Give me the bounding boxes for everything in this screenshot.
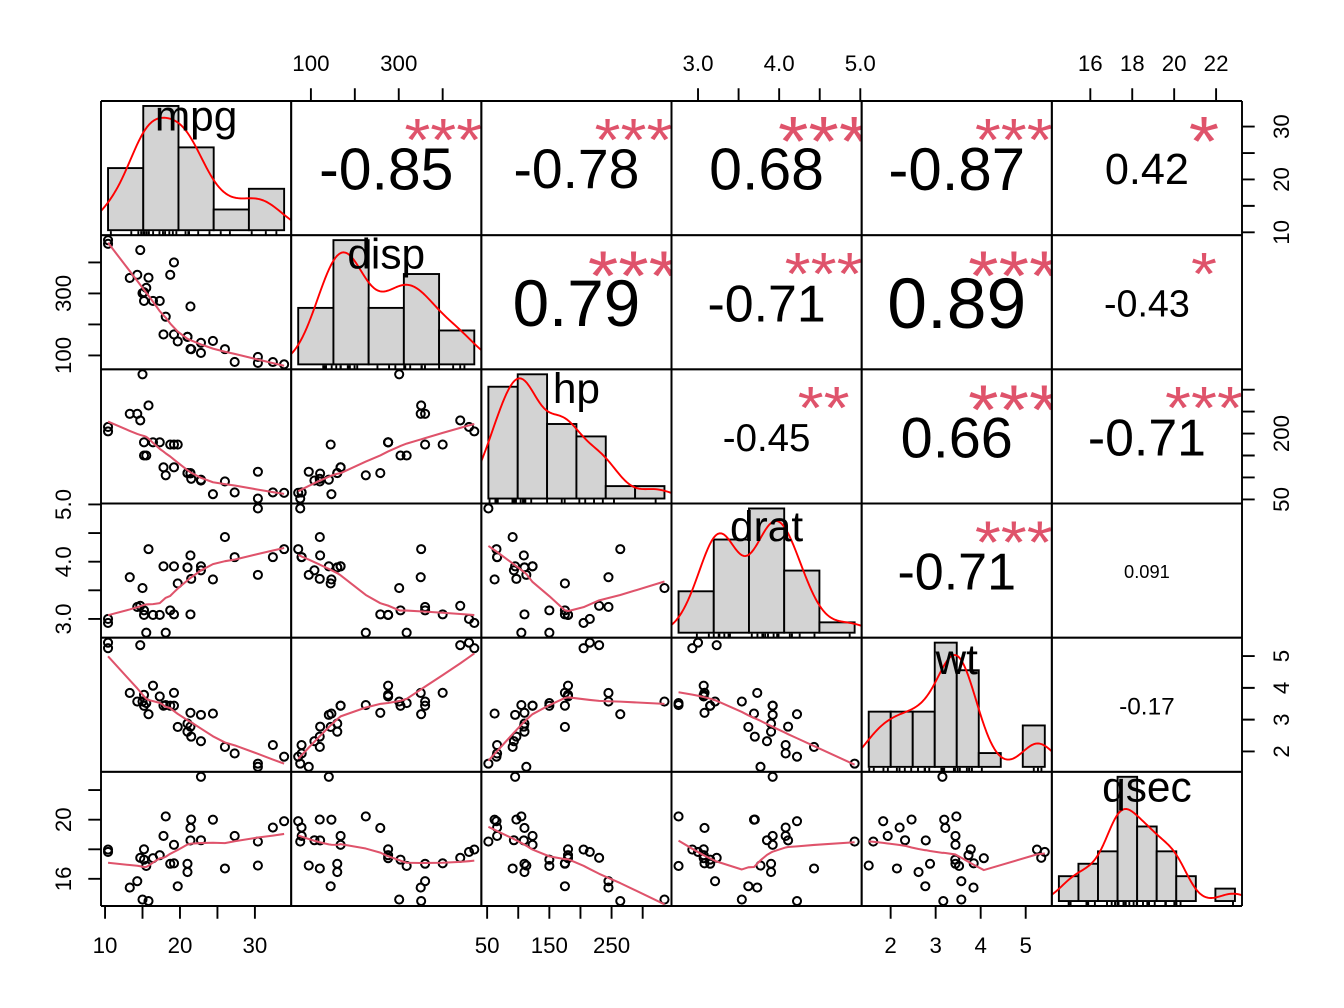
svg-text:100: 100: [292, 51, 329, 76]
svg-text:2: 2: [1269, 745, 1294, 757]
svg-text:-0.71: -0.71: [898, 544, 1017, 602]
svg-text:22: 22: [1204, 51, 1229, 76]
svg-text:-0.43: -0.43: [1104, 282, 1190, 324]
svg-text:***: ***: [785, 240, 863, 307]
svg-text:0.091: 0.091: [1124, 561, 1170, 582]
svg-text:250: 250: [593, 933, 630, 958]
svg-text:*: *: [1189, 102, 1219, 181]
svg-text:3: 3: [1269, 713, 1294, 725]
svg-text:5.0: 5.0: [845, 51, 876, 76]
svg-text:3: 3: [929, 933, 941, 958]
svg-text:5: 5: [1269, 650, 1294, 662]
svg-text:-0.78: -0.78: [513, 138, 639, 200]
svg-text:***: ***: [975, 106, 1053, 173]
svg-text:***: ***: [404, 106, 482, 173]
svg-text:***: ***: [1165, 375, 1243, 442]
svg-text:300: 300: [51, 275, 76, 312]
svg-text:-0.45: -0.45: [723, 417, 811, 460]
svg-text:16: 16: [51, 866, 76, 891]
svg-text:18: 18: [1120, 51, 1145, 76]
svg-text:100: 100: [51, 337, 76, 374]
svg-text:*: *: [1191, 240, 1217, 307]
svg-text:10: 10: [93, 933, 118, 958]
svg-text:5: 5: [1019, 933, 1031, 958]
svg-text:-0.87: -0.87: [888, 136, 1025, 203]
svg-text:-0.17: -0.17: [1119, 693, 1175, 720]
svg-text:0.79: 0.79: [513, 267, 641, 340]
svg-text:0.66: 0.66: [901, 406, 1013, 470]
svg-text:***: ***: [968, 236, 1059, 315]
svg-text:3.0: 3.0: [51, 603, 76, 634]
svg-text:***: ***: [595, 106, 673, 173]
svg-text:**: **: [798, 375, 850, 442]
svg-text:disp: disp: [347, 231, 425, 278]
svg-text:16: 16: [1078, 51, 1103, 76]
svg-text:200: 200: [1269, 415, 1294, 452]
svg-text:4: 4: [974, 933, 986, 958]
svg-text:10: 10: [1269, 220, 1294, 245]
svg-text:wt: wt: [935, 636, 979, 683]
svg-text:0.42: 0.42: [1105, 146, 1189, 194]
svg-text:20: 20: [1269, 167, 1294, 192]
svg-text:-0.71: -0.71: [707, 274, 825, 332]
svg-text:mpg: mpg: [155, 92, 237, 139]
svg-text:50: 50: [475, 933, 500, 958]
svg-text:20: 20: [1162, 51, 1187, 76]
svg-text:hp: hp: [553, 365, 600, 412]
svg-text:30: 30: [242, 933, 267, 958]
svg-text:20: 20: [168, 933, 193, 958]
svg-text:-0.85: -0.85: [319, 138, 453, 203]
svg-text:4.0: 4.0: [764, 51, 795, 76]
svg-text:50: 50: [1269, 487, 1294, 512]
svg-text:30: 30: [1269, 114, 1294, 139]
svg-text:2: 2: [884, 933, 896, 958]
svg-text:-0.71: -0.71: [1088, 408, 1206, 466]
svg-text:***: ***: [778, 102, 869, 181]
svg-text:qsec: qsec: [1102, 763, 1192, 810]
svg-text:drat: drat: [730, 503, 803, 550]
svg-text:300: 300: [380, 51, 417, 76]
svg-text:***: ***: [588, 236, 679, 315]
svg-text:150: 150: [531, 933, 568, 958]
svg-text:***: ***: [975, 509, 1053, 576]
svg-text:***: ***: [968, 370, 1059, 449]
svg-text:0.68: 0.68: [709, 137, 824, 203]
svg-text:4.0: 4.0: [51, 546, 76, 577]
svg-text:20: 20: [51, 807, 76, 832]
svg-text:4: 4: [1269, 682, 1294, 694]
svg-text:5.0: 5.0: [51, 489, 76, 520]
svg-text:0.89: 0.89: [887, 264, 1026, 344]
svg-text:3.0: 3.0: [683, 51, 714, 76]
